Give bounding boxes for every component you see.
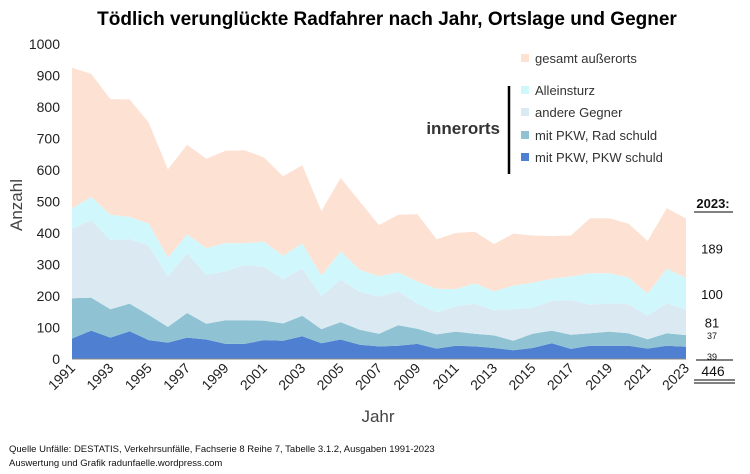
x-axis-label: Jahr (361, 407, 394, 426)
x-tick-2013: 2013 (467, 360, 500, 393)
area-alleinsturz (72, 196, 686, 316)
x-tick-2021: 2021 (620, 360, 653, 393)
legend-label-mit-pkw-pkw-schuld: mit PKW, PKW schuld (535, 150, 663, 165)
x-tick-1999: 1999 (198, 360, 231, 393)
x-tick-2005: 2005 (313, 360, 346, 393)
x-tick-1995: 1995 (122, 360, 155, 393)
y-axis-label: Anzahl (7, 179, 26, 231)
annotation-header-2023: 2023: (696, 196, 729, 211)
area-mit-pkw-rad-schuld (72, 297, 686, 351)
annotation-2023-gesamt-außerorts: 189 (701, 241, 723, 256)
chart-title: Tödlich verunglückte Radfahrer nach Jahr… (97, 9, 677, 30)
y-tick-900: 900 (37, 68, 61, 84)
y-tick-300: 300 (37, 257, 61, 273)
y-tick-100: 100 (37, 320, 61, 336)
legend-label-mit-pkw-rad-schuld: mit PKW, Rad schuld (535, 128, 657, 143)
annotation-2023-andere-gegner: 81 (705, 315, 719, 330)
x-tick-labels: 1991 1993 1995 1997 1999 2001 2003 2005 2007 2009… (45, 360, 692, 393)
x-tick-1993: 1993 (83, 360, 116, 393)
y-tick-0: 0 (52, 351, 60, 367)
area-andere-gegner (72, 220, 686, 341)
legend-innerorts-label: innerorts (426, 119, 500, 138)
area-layers (72, 67, 686, 359)
legend-swatch-mit-pkw-pkw-schuld (521, 153, 529, 161)
y-tick-500: 500 (37, 194, 61, 210)
area-gesamt-außerorts (72, 67, 686, 294)
annotation-2023-mit-pkw-rad-schuld: 37 (707, 331, 717, 341)
legend-swatch-mit-pkw-rad-schuld (521, 131, 529, 139)
x-tick-2015: 2015 (505, 360, 538, 393)
legend-swatch-andere-gegner (521, 108, 529, 116)
source-line-2: Auswertung und Grafik radunfaelle.wordpr… (9, 458, 222, 469)
x-tick-2023: 2023 (659, 360, 692, 393)
y-tick-200: 200 (37, 288, 61, 304)
source-line-1: Quelle Unfälle: DESTATIS, Verkehrsunfäll… (9, 444, 435, 455)
legend-label-gesamt-außerorts: gesamt außerorts (535, 51, 637, 66)
x-tick-1997: 1997 (160, 360, 193, 393)
legend-label-alleinsturz: Alleinsturz (535, 83, 595, 98)
legend-swatch-alleinsturz (521, 86, 529, 94)
y-tick-600: 600 (37, 162, 61, 178)
legend-swatch-gesamt-außerorts (521, 54, 529, 62)
legend: gesamt außerorts Alleinsturz andere Gegner… (521, 51, 663, 165)
x-tick-2003: 2003 (275, 360, 308, 393)
y-tick-700: 700 (37, 131, 61, 147)
x-tick-2017: 2017 (544, 360, 577, 393)
area-mit-pkw-pkw-schuld (72, 330, 686, 359)
x-tick-2009: 2009 (390, 360, 423, 393)
legend-label-andere-gegner: andere Gegner (535, 105, 623, 120)
annotation-2023-alleinsturz: 100 (701, 287, 723, 302)
x-tick-2001: 2001 (237, 360, 270, 393)
y-tick-1000: 1000 (29, 36, 60, 52)
x-tick-2019: 2019 (582, 360, 615, 393)
y-tick-400: 400 (37, 225, 61, 241)
x-tick-2007: 2007 (352, 360, 385, 393)
y-tick-800: 800 (37, 99, 61, 115)
x-tick-2011: 2011 (429, 360, 462, 393)
y-tick-labels: 0 100 200 300 400 500 600 700 800 900 1000 (29, 36, 60, 367)
annotation-2023-mit-pkw-pkw-schuld: 39 (707, 352, 717, 362)
annotation-total-2023: 446 (701, 363, 725, 379)
x-tick-1991: 1991 (45, 360, 78, 393)
